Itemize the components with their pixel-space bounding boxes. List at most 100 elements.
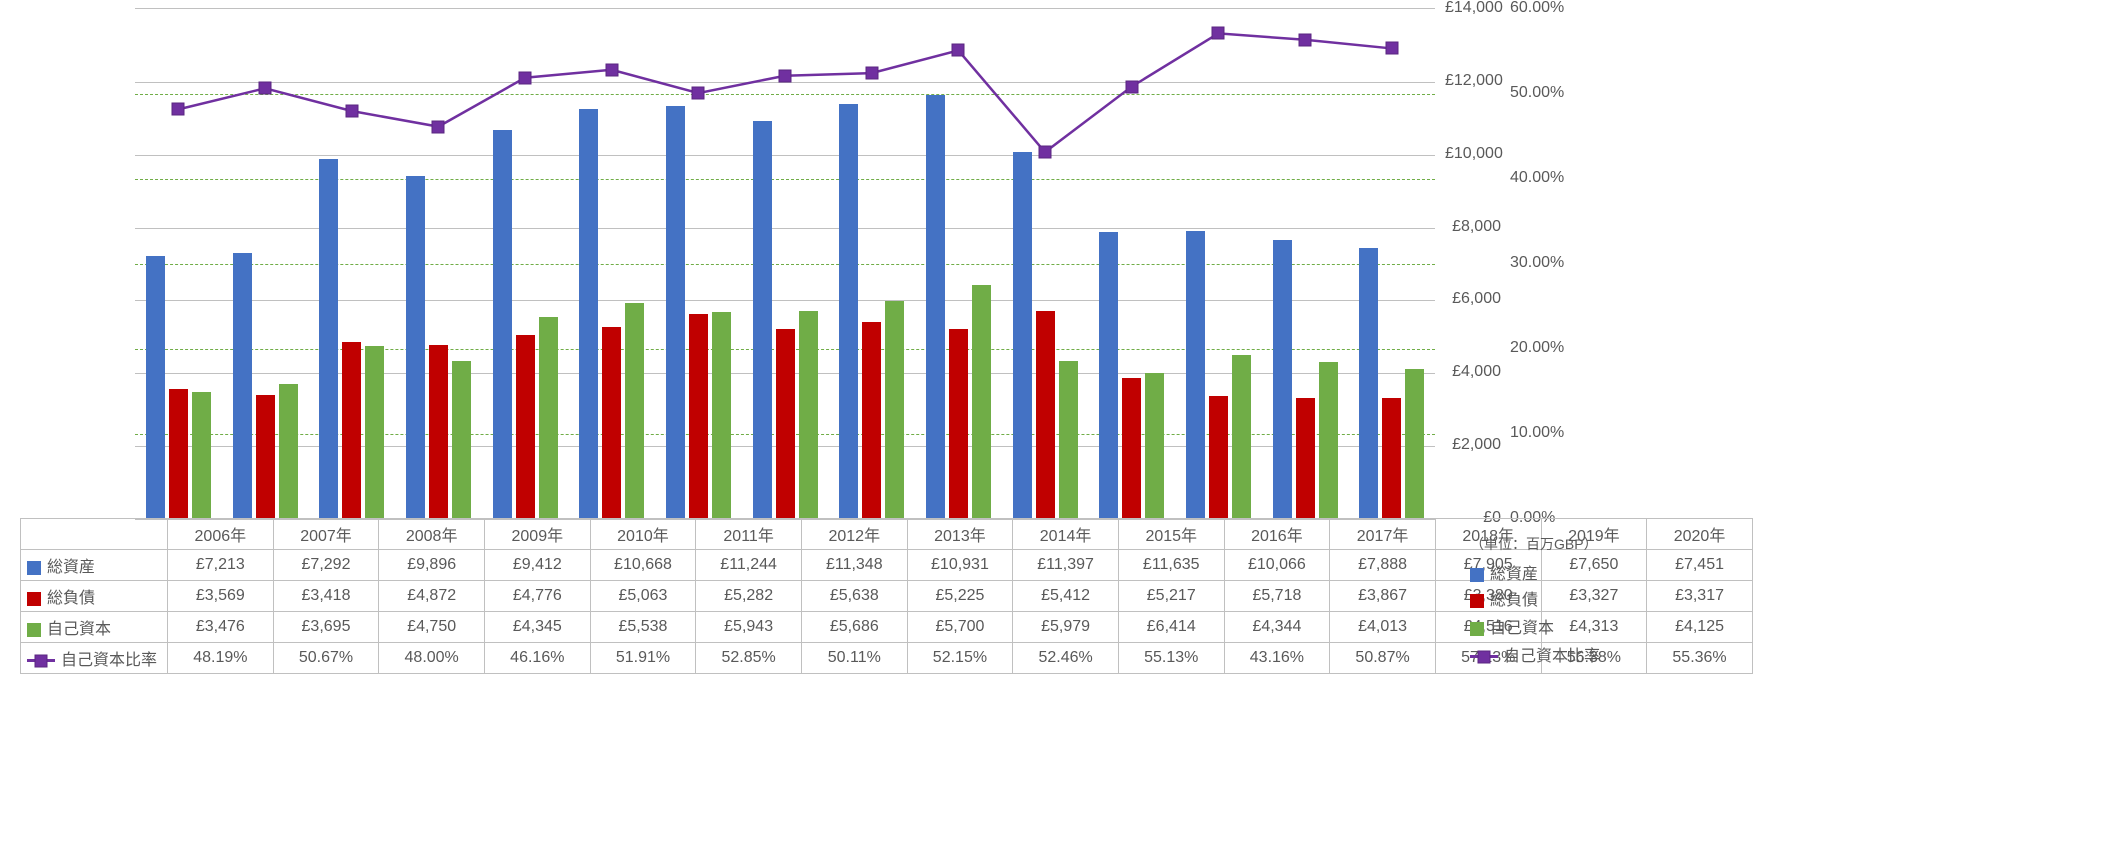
square-marker-icon (605, 63, 618, 76)
table-header-cell: 2010年 (590, 519, 696, 550)
y-tick-currency: £8,000 (1445, 218, 1501, 236)
table-cell: £7,650 (1541, 550, 1647, 581)
table-cell: £5,538 (590, 612, 696, 643)
table-cell: £5,063 (590, 581, 696, 612)
table-cell: £11,244 (696, 550, 802, 581)
table-cell: £9,412 (484, 550, 590, 581)
chart-container: £0£2,000£4,000£6,000£8,000£10,000£12,000… (0, 0, 2101, 858)
table-cell: £4,750 (379, 612, 485, 643)
table-cell: 52.85% (696, 643, 802, 674)
table-header-cell: 2015年 (1118, 519, 1224, 550)
table-cell: £4,013 (1330, 612, 1436, 643)
table-cell: £5,718 (1224, 581, 1330, 612)
table-cell: £10,066 (1224, 550, 1330, 581)
table-cell: £4,313 (1541, 612, 1647, 643)
table-cell: £3,418 (273, 581, 379, 612)
y-axis-percent: 0.00%10.00%20.00%30.00%40.00%50.00%60.00… (1510, 8, 1580, 518)
table-cell: £5,686 (801, 612, 907, 643)
table-cell: £5,412 (1013, 581, 1119, 612)
table-cell: £4,345 (484, 612, 590, 643)
table-cell: £5,225 (907, 581, 1013, 612)
table-cell: £5,979 (1013, 612, 1119, 643)
y-tick-currency: £4,000 (1445, 363, 1501, 381)
legend-swatch-total-assets (1470, 568, 1484, 582)
y-tick-currency: £12,000 (1445, 72, 1501, 90)
table-cell: 50.87% (1330, 643, 1436, 674)
table-cell: £3,317 (1647, 581, 1753, 612)
table-row-head-equity_ratio: 自己資本比率 (21, 643, 168, 674)
table-row-head-total_assets: 総資産 (21, 550, 168, 581)
y-tick-percent: 30.00% (1510, 254, 1564, 272)
table-header-cell: 2006年 (168, 519, 274, 550)
table-cell: £10,931 (907, 550, 1013, 581)
table-header-cell: 2020年 (1647, 519, 1753, 550)
table-header-cell: 2011年 (696, 519, 802, 550)
y-tick-currency: £14,000 (1445, 0, 1501, 17)
table-cell: 46.16% (484, 643, 590, 674)
square-marker-icon (1125, 80, 1138, 93)
table-header-cell: 2016年 (1224, 519, 1330, 550)
table-cell: £5,638 (801, 581, 907, 612)
y-tick-currency: £10,000 (1445, 145, 1501, 163)
unit-label: （単位：百万GBP） (1470, 534, 1598, 554)
table-corner (21, 519, 168, 550)
plot-area (135, 8, 1435, 520)
table-cell: £7,213 (168, 550, 274, 581)
table-cell: £4,125 (1647, 612, 1753, 643)
table-cell: 55.36% (1647, 643, 1753, 674)
table-cell: £5,282 (696, 581, 802, 612)
table-cell: £3,867 (1330, 581, 1436, 612)
table-header-cell: 2009年 (484, 519, 590, 550)
square-marker-icon (259, 82, 272, 95)
square-marker-icon (1212, 27, 1225, 40)
table-cell: 50.11% (801, 643, 907, 674)
table-cell: £4,872 (379, 581, 485, 612)
square-marker-icon (1385, 42, 1398, 55)
table-row-head-equity: 自己資本 (21, 612, 168, 643)
table-header-cell: 2012年 (801, 519, 907, 550)
square-marker-icon (952, 44, 965, 57)
table-cell: £11,635 (1118, 550, 1224, 581)
table-cell: £3,695 (273, 612, 379, 643)
legend-swatch-equity-ratio (1470, 655, 1498, 658)
table-cell: £3,476 (168, 612, 274, 643)
table-cell: £7,451 (1647, 550, 1753, 581)
square-marker-icon (519, 71, 532, 84)
table-cell: £5,217 (1118, 581, 1224, 612)
y-tick-currency: £6,000 (1445, 290, 1501, 308)
square-marker-icon (1039, 146, 1052, 159)
legend-swatch-total-liabilities (1470, 594, 1484, 608)
table-cell: £11,348 (801, 550, 907, 581)
table-header-cell: 2017年 (1330, 519, 1436, 550)
table-cell: £10,668 (590, 550, 696, 581)
legend-label: 総負債 (1490, 592, 1538, 609)
legend-total-liabilities-right: 総負債 (1470, 586, 1538, 610)
table-cell: 55.13% (1118, 643, 1224, 674)
square-marker-icon (345, 105, 358, 118)
square-marker-icon (432, 120, 445, 133)
square-marker-icon (172, 103, 185, 116)
table-cell: 52.46% (1013, 643, 1119, 674)
y-tick-percent: 60.00% (1510, 0, 1564, 17)
legend-equity-ratio-right: 自己資本比率 (1470, 642, 1600, 666)
y-tick-percent: 10.00% (1510, 424, 1564, 442)
legend-label: 総資産 (1490, 566, 1538, 583)
table-cell: 43.16% (1224, 643, 1330, 674)
table-cell: £3,569 (168, 581, 274, 612)
square-marker-icon (1478, 650, 1491, 663)
table-cell: 52.15% (907, 643, 1013, 674)
legend-label: 自己資本比率 (1504, 648, 1600, 665)
table-cell: 48.00% (379, 643, 485, 674)
table-cell: £7,888 (1330, 550, 1436, 581)
table-cell: £3,327 (1541, 581, 1647, 612)
square-marker-icon (692, 87, 705, 100)
legend-total-assets-right: 総資産 (1470, 560, 1538, 584)
equity-ratio-line (135, 9, 1435, 519)
y-axis-currency: £0£2,000£4,000£6,000£8,000£10,000£12,000… (1445, 8, 1501, 518)
table-header-cell: 2014年 (1013, 519, 1119, 550)
table-row-head-total_liabilities: 総負債 (21, 581, 168, 612)
table-cell: £5,700 (907, 612, 1013, 643)
square-marker-icon (865, 67, 878, 80)
y-tick-currency: £2,000 (1445, 436, 1501, 454)
table-cell: £4,776 (484, 581, 590, 612)
